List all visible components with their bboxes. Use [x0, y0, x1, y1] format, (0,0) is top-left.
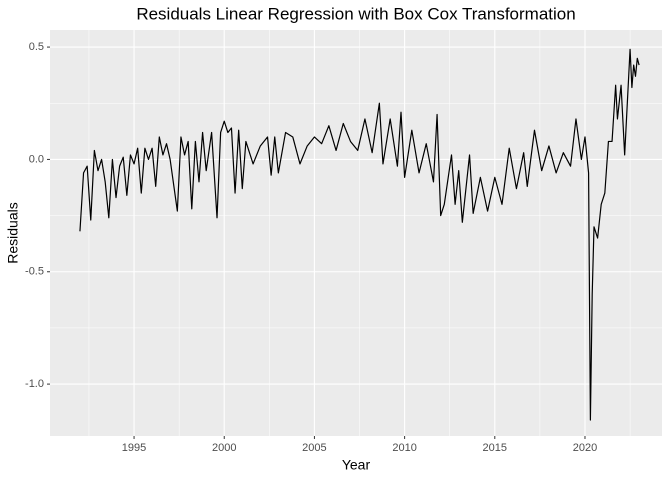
x-tick-label: 2005 — [302, 442, 326, 454]
plot-panel — [50, 30, 662, 436]
chart-title: Residuals Linear Regression with Box Cox… — [136, 4, 575, 23]
y-tick-label: 0.5 — [29, 41, 44, 53]
x-tick-label: 2015 — [483, 442, 507, 454]
y-tick-label: -1.0 — [25, 378, 44, 390]
x-axis-label: Year — [342, 457, 371, 473]
y-tick-label: 0.0 — [29, 153, 44, 165]
x-tick-label: 2010 — [392, 442, 416, 454]
y-axis-label: Residuals — [5, 202, 21, 263]
y-tick-label: -0.5 — [25, 266, 44, 278]
x-tick-label: 2020 — [573, 442, 597, 454]
x-tick-label: 2000 — [212, 442, 236, 454]
line — [79, 48, 640, 421]
x-tick-label: 1995 — [122, 442, 146, 454]
